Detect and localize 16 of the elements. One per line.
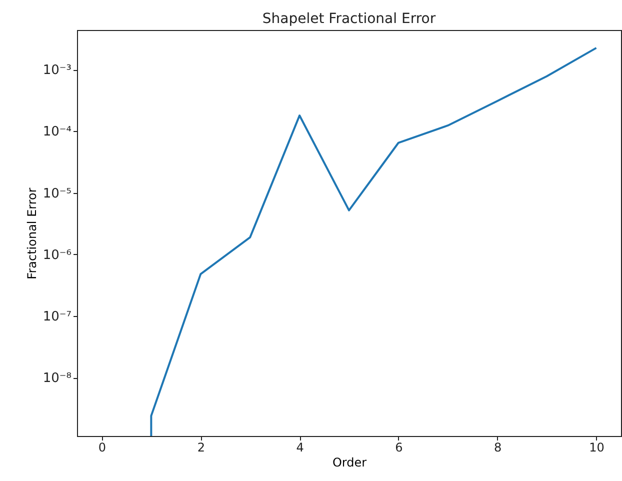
- y-tick-label: 10⁻⁴: [42, 124, 72, 140]
- y-tick-label: 10⁻⁵: [42, 186, 72, 202]
- y-tick-label: 10⁻⁸: [42, 371, 72, 386]
- y-tick-label: 10⁻⁶: [42, 248, 72, 263]
- y-tick-label: 10⁻⁷: [42, 310, 72, 325]
- x-axis-title: Order: [332, 456, 367, 470]
- line-series: [150, 46, 598, 436]
- x-tick-label: 0: [98, 440, 106, 454]
- x-tick-label: 4: [296, 440, 304, 454]
- x-tick-label: 10: [589, 440, 604, 454]
- x-tick-label: 2: [197, 440, 205, 454]
- y-tick-label: 10⁻³: [42, 63, 72, 78]
- x-tick-label: 6: [395, 440, 403, 454]
- y-axis-title: Fractional Error: [24, 188, 39, 280]
- chart-title: Shapelet Fractional Error: [262, 11, 436, 27]
- x-tick-label: 8: [494, 440, 502, 454]
